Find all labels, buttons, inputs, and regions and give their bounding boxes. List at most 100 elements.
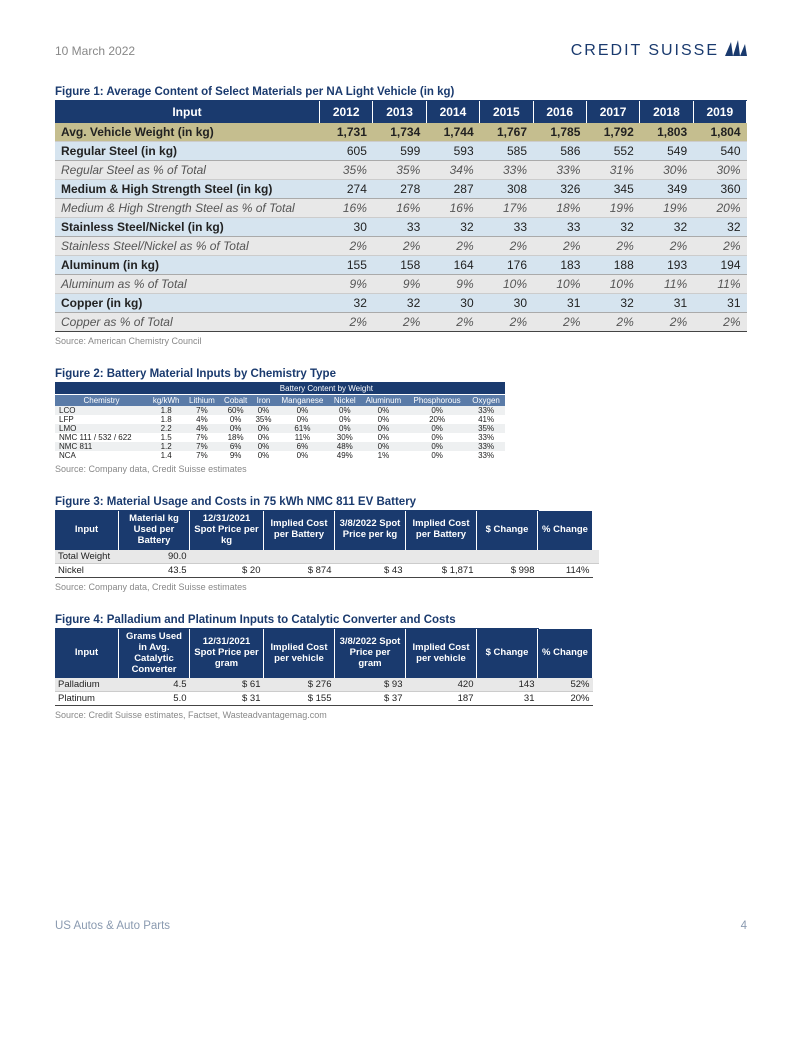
fig1-year-header: 2019 (693, 101, 746, 123)
table-row: Stainless Steel/Nickel as % of Total 2%2%… (55, 237, 747, 256)
col-header: Input (55, 511, 119, 550)
cell: $ 93 (335, 678, 406, 692)
cell: $ 1,871 (406, 563, 477, 577)
table-row: Regular Steel as % of Total35%35%34%33%3… (55, 161, 747, 180)
cell: 10% (480, 275, 533, 294)
cell: 4% (184, 415, 219, 424)
cell: 188 (586, 256, 639, 275)
cell: 7% (184, 433, 219, 442)
cell: 16% (320, 199, 373, 218)
cell: $ 20 (190, 563, 264, 577)
cell: 0% (252, 406, 276, 415)
cell: $ 31 (190, 692, 264, 706)
row-label: Regular Steel (in kg) (55, 142, 320, 161)
cell: 0% (360, 442, 407, 451)
cell: 7% (184, 406, 219, 415)
col-header: 12/31/2021 Spot Price per kg (190, 511, 264, 550)
cell: 164 (426, 256, 479, 275)
cell: 2% (480, 313, 533, 332)
cell (477, 550, 538, 564)
cell: 30% (330, 433, 361, 442)
cell: Platinum (55, 692, 119, 706)
cell: 18% (533, 199, 586, 218)
brand-word1: CREDIT (571, 42, 643, 60)
cell: 1.8 (148, 415, 184, 424)
cell: 183 (533, 256, 586, 275)
cell: 33 (373, 218, 426, 237)
fig1-year-header: 2012 (320, 101, 373, 123)
fig2-col-header: Phosphorous (407, 395, 468, 407)
fig1-year-header: 2018 (640, 101, 693, 123)
fig2-title: Figure 2: Battery Material Inputs by Che… (55, 368, 505, 383)
cell: 33% (467, 406, 504, 415)
cell: 1,785 (533, 123, 586, 142)
cell: 2% (640, 237, 693, 256)
cell: 2% (693, 237, 746, 256)
fig1-year-header: 2016 (533, 101, 586, 123)
cell: 10% (533, 275, 586, 294)
cell: 32 (693, 218, 746, 237)
row-label: Stainless Steel/Nickel as % of Total (55, 237, 320, 256)
col-header: % Change (538, 629, 593, 679)
row-label: Aluminum (in kg) (55, 256, 320, 275)
cell: 35% (467, 424, 504, 433)
cell (190, 550, 264, 564)
cell (264, 550, 335, 564)
cell: 41% (467, 415, 504, 424)
cell: 32 (586, 294, 639, 313)
cell: 1.2 (148, 442, 184, 451)
fig1-header-input: Input (55, 101, 320, 123)
cell: 1,767 (480, 123, 533, 142)
fig2-col-header: Iron (252, 395, 276, 407)
cell (335, 550, 406, 564)
cell: 33% (467, 451, 504, 460)
page-footer: US Autos & Auto Parts 4 (55, 920, 747, 932)
cell: 187 (406, 692, 477, 706)
fig2-col-header: Manganese (275, 395, 329, 407)
cell: 194 (693, 256, 746, 275)
cell: 0% (252, 451, 276, 460)
cell: 35% (373, 161, 426, 180)
cell: 43.5 (119, 563, 190, 577)
cell: 61% (275, 424, 329, 433)
cell: 6% (275, 442, 329, 451)
table-row: Palladium4.5$ 61$ 276$ 9342014352% (55, 678, 593, 692)
cell: 1,804 (693, 123, 746, 142)
cell: 1.8 (148, 406, 184, 415)
cell: 31 (533, 294, 586, 313)
cell: 11% (693, 275, 746, 294)
cell: Palladium (55, 678, 119, 692)
cell: 35% (320, 161, 373, 180)
cell: 0% (252, 433, 276, 442)
table-row: Aluminum (in kg)155158164176183188193194 (55, 256, 747, 275)
cell: 9% (320, 275, 373, 294)
table-row: Nickel43.5$ 20$ 874$ 43$ 1,871$ 998114% (55, 563, 599, 577)
cell: 0% (407, 424, 468, 433)
cell: $ 998 (477, 563, 538, 577)
fig2-col-header: Oxygen (467, 395, 504, 407)
cell: 1.4 (148, 451, 184, 460)
cell: 2% (586, 313, 639, 332)
cell: 0% (220, 415, 252, 424)
cell: 0% (330, 415, 361, 424)
cell: 0% (360, 406, 407, 415)
table-row: LMO2.24%0%0%61%0%0%0%35% (55, 424, 505, 433)
cell: 5.0 (119, 692, 190, 706)
col-header: $ Change (477, 629, 538, 679)
cell: LMO (55, 424, 148, 433)
cell: 278 (373, 180, 426, 199)
cell: $ 155 (264, 692, 335, 706)
cell: 0% (360, 424, 407, 433)
col-header: $ Change (477, 511, 538, 550)
cell: 1,744 (426, 123, 479, 142)
cell: 0% (252, 424, 276, 433)
fig2-col-header: Cobalt (220, 395, 252, 407)
cell: NCA (55, 451, 148, 460)
fig2-col-header: Lithium (184, 395, 219, 407)
cell: 32 (640, 218, 693, 237)
cell: 11% (275, 433, 329, 442)
col-header: Implied Cost per Battery (406, 511, 477, 550)
col-header: Grams Used in Avg. Catalytic Converter (119, 629, 190, 679)
cell: 60% (220, 406, 252, 415)
cell: 49% (330, 451, 361, 460)
